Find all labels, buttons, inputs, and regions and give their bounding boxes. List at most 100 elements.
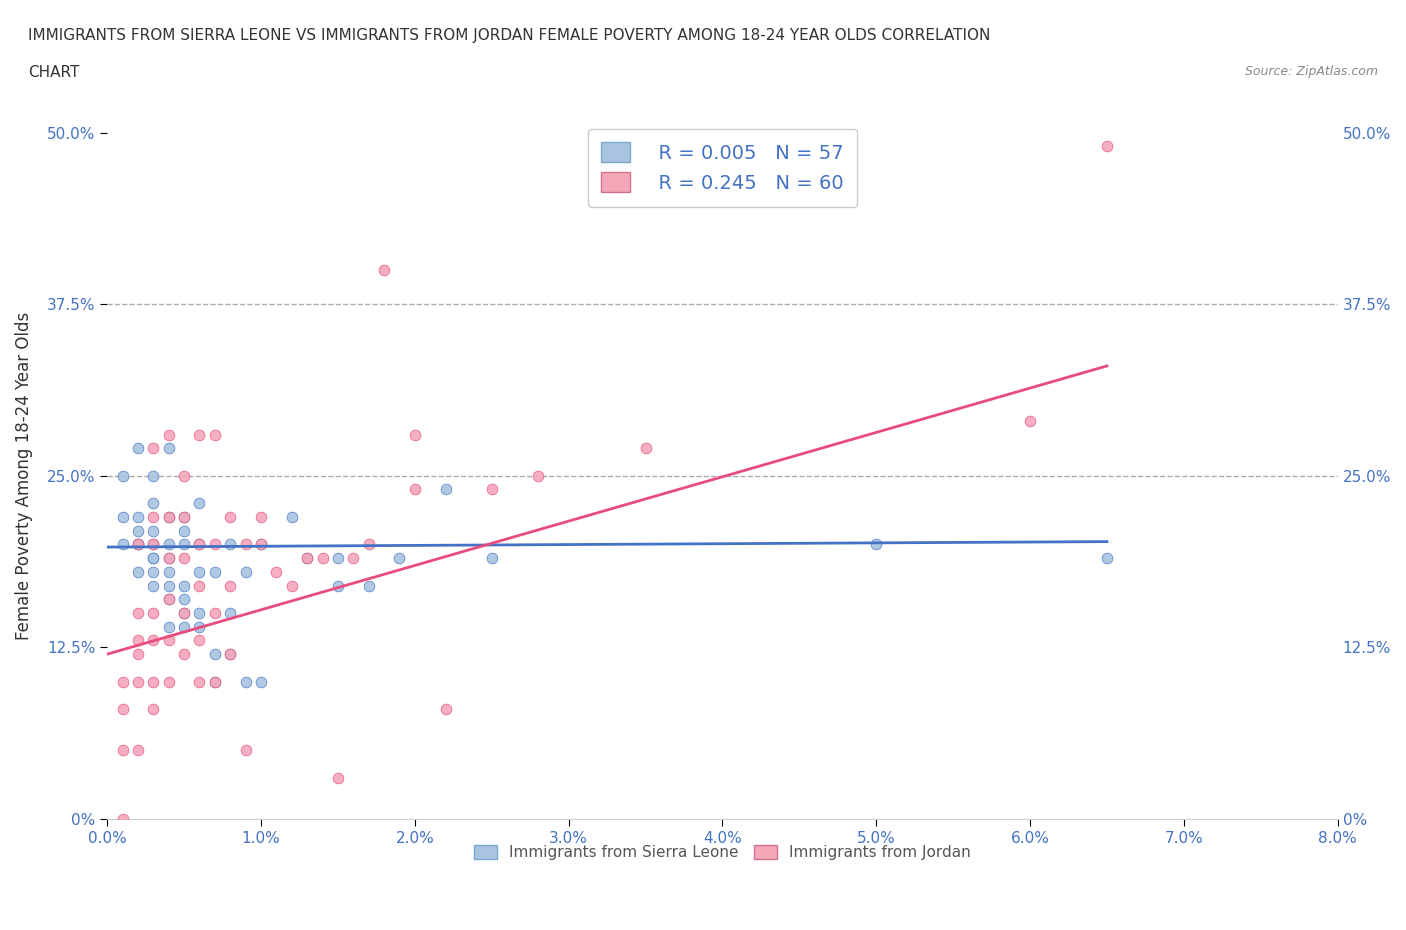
Point <box>157 619 180 634</box>
Point <box>157 551 180 565</box>
Point <box>142 496 165 511</box>
Point <box>157 510 180 525</box>
Point <box>111 510 134 525</box>
Point <box>173 551 195 565</box>
Point <box>127 537 149 551</box>
Point <box>173 510 195 525</box>
Point <box>204 674 226 689</box>
Point <box>157 591 180 606</box>
Point <box>111 537 134 551</box>
Point <box>326 770 349 785</box>
Point <box>173 469 195 484</box>
Point <box>250 510 273 525</box>
Point <box>173 510 195 525</box>
Point <box>235 537 257 551</box>
Point <box>188 537 211 551</box>
Point <box>388 551 411 565</box>
Point <box>142 441 165 456</box>
Point <box>1019 414 1042 429</box>
Point <box>342 551 364 565</box>
Point <box>127 633 149 648</box>
Point <box>188 578 211 593</box>
Point <box>250 537 273 551</box>
Point <box>157 674 180 689</box>
Point <box>188 427 211 442</box>
Point <box>188 565 211 579</box>
Point <box>142 510 165 525</box>
Point <box>481 482 503 497</box>
Point <box>157 578 180 593</box>
Point <box>250 674 273 689</box>
Point <box>404 482 426 497</box>
Point <box>204 565 226 579</box>
Y-axis label: Female Poverty Among 18-24 Year Olds: Female Poverty Among 18-24 Year Olds <box>15 312 32 640</box>
Point <box>219 605 242 620</box>
Point <box>127 565 149 579</box>
Point <box>157 633 180 648</box>
Point <box>373 262 395 277</box>
Point <box>219 510 242 525</box>
Point <box>173 605 195 620</box>
Point <box>1095 551 1118 565</box>
Point <box>527 469 550 484</box>
Point <box>281 578 304 593</box>
Point <box>357 537 380 551</box>
Point <box>404 427 426 442</box>
Point <box>157 551 180 565</box>
Point <box>865 537 887 551</box>
Point <box>188 496 211 511</box>
Point <box>157 510 180 525</box>
Point <box>434 482 457 497</box>
Point <box>235 565 257 579</box>
Point <box>188 633 211 648</box>
Point <box>142 674 165 689</box>
Point <box>142 551 165 565</box>
Point <box>173 578 195 593</box>
Point <box>111 743 134 758</box>
Point <box>111 469 134 484</box>
Point <box>142 524 165 538</box>
Point <box>188 537 211 551</box>
Point <box>235 743 257 758</box>
Point <box>157 537 180 551</box>
Point <box>235 674 257 689</box>
Point <box>142 701 165 716</box>
Point <box>219 646 242 661</box>
Point <box>204 605 226 620</box>
Point <box>204 674 226 689</box>
Point <box>157 427 180 442</box>
Point <box>173 537 195 551</box>
Point <box>173 524 195 538</box>
Point <box>111 674 134 689</box>
Point <box>295 551 318 565</box>
Point <box>188 605 211 620</box>
Point <box>281 510 304 525</box>
Point <box>250 537 273 551</box>
Point <box>173 646 195 661</box>
Point <box>142 537 165 551</box>
Point <box>481 551 503 565</box>
Point <box>1095 139 1118 153</box>
Point <box>434 701 457 716</box>
Point <box>157 565 180 579</box>
Point <box>142 578 165 593</box>
Point <box>127 441 149 456</box>
Point <box>204 537 226 551</box>
Text: Source: ZipAtlas.com: Source: ZipAtlas.com <box>1244 65 1378 78</box>
Point <box>326 551 349 565</box>
Point <box>204 646 226 661</box>
Point <box>219 578 242 593</box>
Point <box>127 510 149 525</box>
Point <box>127 646 149 661</box>
Point <box>142 605 165 620</box>
Point <box>142 633 165 648</box>
Point <box>127 537 149 551</box>
Point <box>157 591 180 606</box>
Point <box>127 524 149 538</box>
Point <box>127 674 149 689</box>
Point <box>142 565 165 579</box>
Point <box>266 565 288 579</box>
Point <box>157 441 180 456</box>
Point <box>634 441 657 456</box>
Point <box>142 551 165 565</box>
